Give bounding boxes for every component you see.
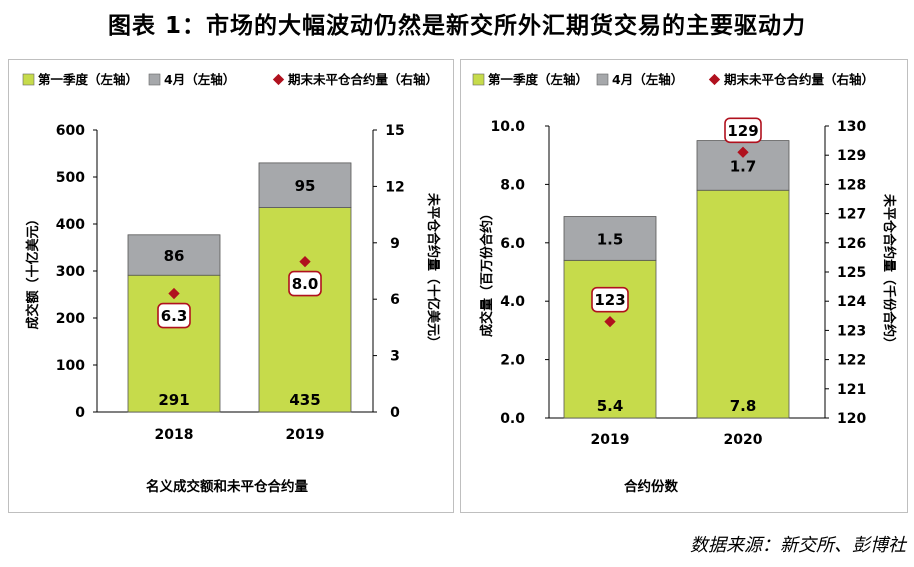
data-label-april: 86 xyxy=(164,247,185,265)
right-tick-label: 125 xyxy=(837,265,866,281)
bar-q1-2019 xyxy=(563,259,657,419)
left-tick-label: 0 xyxy=(75,405,85,421)
legend-swatch-0 xyxy=(472,73,485,86)
x-axis-title: 名义成交额和未平仓合约量 xyxy=(146,478,308,495)
source-note: 数据来源：新交所、彭博社 xyxy=(690,535,906,556)
left-tick-label: 200 xyxy=(56,311,85,327)
right-tick-label: 12 xyxy=(385,179,404,195)
y2-axis-title: 未平仓合约量（十亿美元） xyxy=(425,192,441,349)
right-tick-label: 122 xyxy=(837,353,866,369)
data-label-april: 1.5 xyxy=(597,230,624,248)
data-label-q1: 5.4 xyxy=(597,397,624,415)
open-interest-marker xyxy=(604,315,616,328)
legend-swatch-1 xyxy=(596,73,609,86)
legend-label-1: 4月（左轴） xyxy=(612,72,683,87)
bar-april-2019 xyxy=(563,216,657,261)
right-tick-label: 120 xyxy=(837,411,866,427)
right-tick-label: 15 xyxy=(385,123,404,139)
legend-marker-diamond xyxy=(708,73,721,86)
open-interest-label: 129 xyxy=(727,122,758,140)
page-title: 图表 1：市场的大幅波动仍然是新交所外汇期货交易的主要驱动力 xyxy=(107,13,806,39)
bar-april-2018 xyxy=(127,234,221,276)
open-interest-label: 6.3 xyxy=(161,307,188,325)
data-label-q1: 291 xyxy=(158,391,189,409)
chart-contracts-svg: 第一季度（左轴） 4月（左轴） 期末未平仓合约量（右轴） 0.0 2.0 4.0 6.0 8.… xyxy=(472,72,897,495)
left-tick-label: 2.0 xyxy=(500,353,525,369)
y2-axis-title: 未平仓合约量（千份合约） xyxy=(881,193,897,350)
left-tick-label: 300 xyxy=(56,264,85,280)
left-tick-label: 0.0 xyxy=(500,411,525,427)
legend-swatch-1 xyxy=(148,73,161,86)
legend-label-0: 第一季度（左轴） xyxy=(38,72,138,87)
y-axis-title: 成交量（百万份合约） xyxy=(479,207,495,337)
legend-marker-diamond xyxy=(272,73,285,86)
data-label-april: 1.7 xyxy=(730,157,757,175)
right-tick-label: 128 xyxy=(837,177,866,193)
open-interest-marker xyxy=(168,287,180,300)
open-interest-label-box xyxy=(288,270,322,297)
right-tick-label: 126 xyxy=(837,236,866,252)
open-interest-label-box xyxy=(724,117,762,144)
x-tick-label: 2019 xyxy=(286,427,325,443)
right-tick-label: 129 xyxy=(837,148,866,164)
legend-label-1: 4月（左轴） xyxy=(164,72,235,87)
right-tick-label: 6 xyxy=(390,292,400,308)
bar-q1-2020 xyxy=(696,189,790,419)
bar-q1-2019 xyxy=(258,207,352,413)
right-tick-label: 9 xyxy=(390,236,400,252)
x-tick-label: 2019 xyxy=(591,432,630,448)
right-tick-label: 0 xyxy=(390,405,400,421)
legend-label-2: 期末未平仓合约量（右轴） xyxy=(288,72,438,87)
legend-swatch-0 xyxy=(22,73,35,86)
right-tick-label: 121 xyxy=(837,382,866,398)
left-tick-label: 400 xyxy=(56,217,85,233)
right-tick-label: 123 xyxy=(837,323,866,339)
left-tick-label: 500 xyxy=(56,170,85,186)
legend-label-2: 期末未平仓合约量（右轴） xyxy=(724,72,874,87)
chart-notional-svg: 第一季度（左轴） 4月（左轴） 期末未平仓合约量（右轴） 0 100 200 300 400 5… xyxy=(22,72,441,495)
open-interest-label: 123 xyxy=(594,291,625,309)
left-tick-label: 100 xyxy=(56,358,85,374)
right-tick-label: 130 xyxy=(837,119,866,135)
right-tick-label: 124 xyxy=(837,294,866,310)
bar-april-2019 xyxy=(258,162,352,208)
x-tick-label: 2018 xyxy=(155,427,194,443)
data-label-q1: 7.8 xyxy=(730,397,757,415)
y-axis-title: 成交额（十亿美元） xyxy=(25,212,41,329)
right-tick-label: 3 xyxy=(390,349,400,365)
left-tick-label: 6.0 xyxy=(500,236,525,252)
left-tick-label: 8.0 xyxy=(500,177,525,193)
left-tick-label: 4.0 xyxy=(500,294,525,310)
left-tick-label: 10.0 xyxy=(490,119,525,135)
x-tick-label: 2020 xyxy=(724,432,763,448)
legend-label-0: 第一季度（左轴） xyxy=(488,72,588,87)
left-tick-label: 600 xyxy=(56,123,85,139)
data-label-april: 95 xyxy=(295,177,316,195)
open-interest-label: 8.0 xyxy=(292,275,319,293)
open-interest-marker xyxy=(299,255,311,268)
chart-panel-contracts: 第一季度（左轴） 4月（左轴） 期末未平仓合约量（右轴） 0.0 2.0 4.0 6.0 8.… xyxy=(460,59,908,513)
chart-panel-notional: 第一季度（左轴） 4月（左轴） 期末未平仓合约量（右轴） 0 100 200 300 400 5… xyxy=(8,59,454,513)
data-label-q1: 435 xyxy=(289,391,320,409)
x-axis-title: 合约份数 xyxy=(624,478,678,495)
open-interest-label-box xyxy=(591,286,629,313)
open-interest-label-box xyxy=(157,302,191,329)
right-tick-label: 127 xyxy=(837,207,866,223)
